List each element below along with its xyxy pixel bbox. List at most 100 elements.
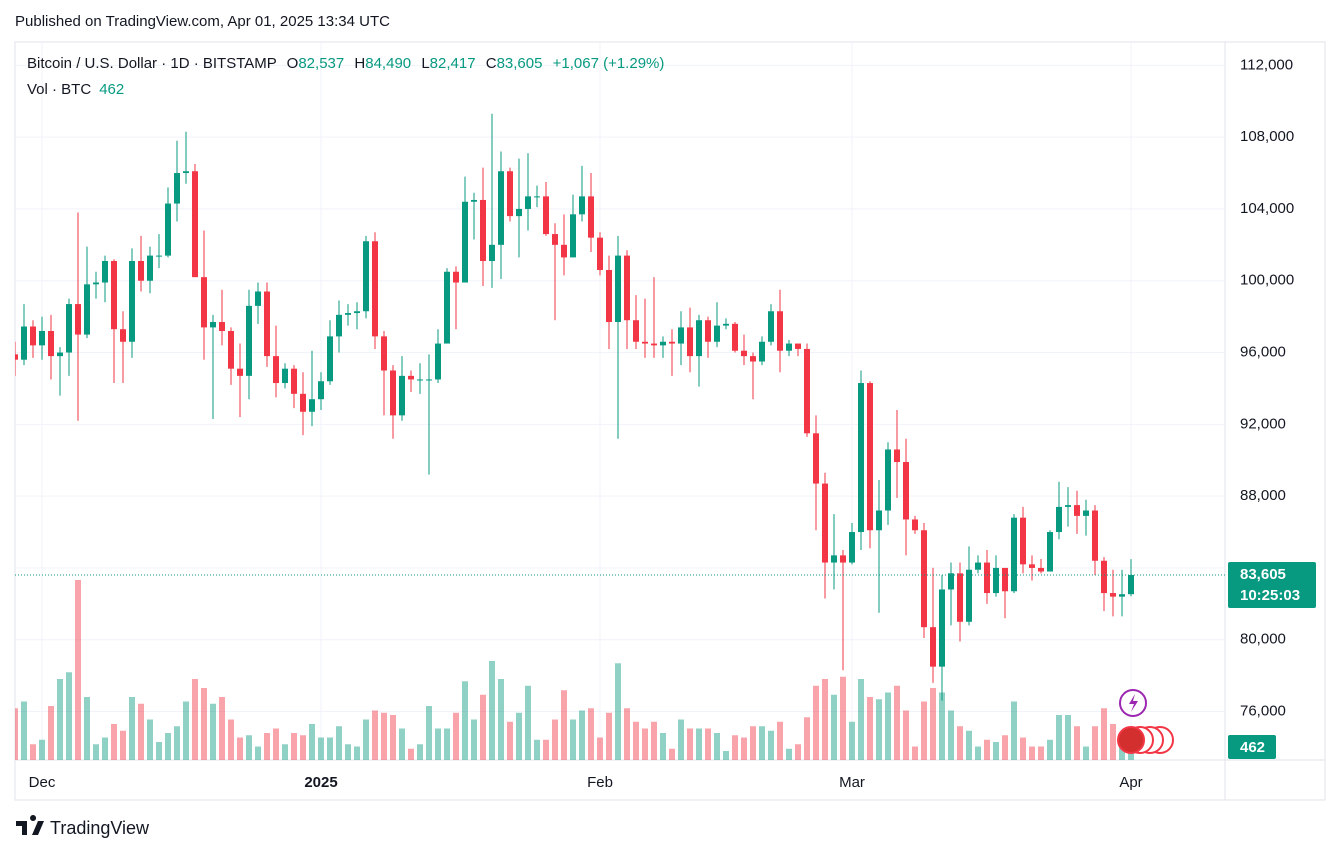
volume-bar <box>498 679 504 760</box>
volume-bar <box>363 719 369 760</box>
volume-bar <box>768 730 774 760</box>
flag-icon[interactable] <box>1117 726 1145 754</box>
volume-bar <box>48 706 54 760</box>
volume-bar <box>228 719 234 760</box>
volume-bar <box>282 744 288 760</box>
volume-bar <box>1083 746 1089 760</box>
volume-bar <box>786 748 792 760</box>
candle-body <box>570 214 576 258</box>
y-tick-label: 92,000 <box>1240 415 1286 432</box>
o-label: O <box>287 55 299 72</box>
volume-bar <box>696 728 702 760</box>
candle-body <box>651 343 657 346</box>
footer-brand: TradingView <box>50 818 150 838</box>
volume-bar <box>714 733 720 760</box>
candle-body <box>669 341 675 344</box>
candle-body <box>246 305 252 376</box>
volume-bar <box>102 737 108 760</box>
l-label: L <box>421 55 429 72</box>
volume-bar <box>219 697 225 760</box>
volume-bar <box>1074 726 1080 760</box>
grid <box>15 42 1225 760</box>
frame <box>14 41 1326 801</box>
volume-bar <box>264 733 270 760</box>
candle-body <box>381 336 387 371</box>
candle-body <box>345 313 351 315</box>
volume-bar <box>966 730 972 760</box>
o-value: 82,537 <box>298 55 344 72</box>
volume-bar <box>642 728 648 760</box>
candle-body <box>39 330 45 346</box>
volume-bar <box>1056 715 1062 760</box>
candle-body <box>408 375 414 380</box>
volume-bar <box>957 726 963 760</box>
volume-bar <box>939 692 945 760</box>
symbol: Bitcoin / U.S. Dollar · 1D · BITSTAMP <box>27 55 277 72</box>
candle-body <box>318 381 324 400</box>
event-icon-glyph <box>1129 694 1138 712</box>
candle-body <box>615 255 621 323</box>
volume-bar <box>1047 739 1053 760</box>
volume-bar <box>1119 746 1125 760</box>
y-tick-label: 88,000 <box>1240 487 1286 504</box>
c-label: C <box>486 55 497 72</box>
volume-bar <box>669 748 675 760</box>
volume-bar <box>156 742 162 760</box>
candle-body <box>336 314 342 337</box>
volume-bar <box>201 688 207 760</box>
candle-body <box>1011 517 1017 592</box>
candle-body <box>84 284 90 335</box>
price-tag-countdown: 10:25:03 <box>1240 587 1300 604</box>
volume-bar <box>1110 724 1116 760</box>
volume-bar <box>39 739 45 760</box>
x-tick-label: Dec <box>29 774 56 791</box>
candle-body <box>867 383 873 531</box>
candle-body <box>579 196 585 215</box>
candle-body <box>903 462 909 520</box>
volume-bar <box>15 708 18 760</box>
candle-body <box>228 330 234 369</box>
candle-body <box>1074 505 1080 516</box>
volume-bar <box>534 739 540 760</box>
price-tag-box <box>1228 562 1316 608</box>
candle-body <box>129 260 135 342</box>
volume-bar <box>435 728 441 760</box>
candle-body <box>354 311 360 314</box>
candle-body <box>525 196 531 209</box>
candle-body <box>192 171 198 278</box>
volume-bar <box>1020 737 1026 760</box>
candle-body <box>1101 560 1107 594</box>
volume-bar <box>606 712 612 760</box>
candle-body <box>1020 517 1026 565</box>
volume-bar <box>1038 746 1044 760</box>
volume-bar <box>723 751 729 760</box>
volume-bar <box>336 726 342 760</box>
volume-bar <box>651 721 657 760</box>
candle-body <box>1065 505 1071 507</box>
candle-body <box>399 375 405 416</box>
candle-body <box>804 348 810 434</box>
volume-bar <box>309 724 315 760</box>
candle-body <box>777 311 783 351</box>
volume-bar <box>876 699 882 760</box>
volume-bar <box>507 721 513 760</box>
volume-bar <box>399 728 405 760</box>
l-value: 82,417 <box>430 55 476 72</box>
candle-body <box>183 171 189 174</box>
volume-bar <box>318 737 324 760</box>
volume-bar <box>192 679 198 760</box>
volume-bar <box>120 730 126 760</box>
volume-bar <box>759 726 765 760</box>
candle-body <box>957 573 963 622</box>
candle-body <box>642 341 648 344</box>
volume-bar <box>183 701 189 760</box>
candle-body <box>1128 575 1134 595</box>
volume-bar <box>705 728 711 760</box>
volume-bar <box>480 694 486 760</box>
candle-body <box>435 343 441 380</box>
volume-bar <box>246 735 252 760</box>
candle-body <box>15 354 18 360</box>
volume-bar <box>678 719 684 760</box>
candle-body <box>1110 593 1116 597</box>
